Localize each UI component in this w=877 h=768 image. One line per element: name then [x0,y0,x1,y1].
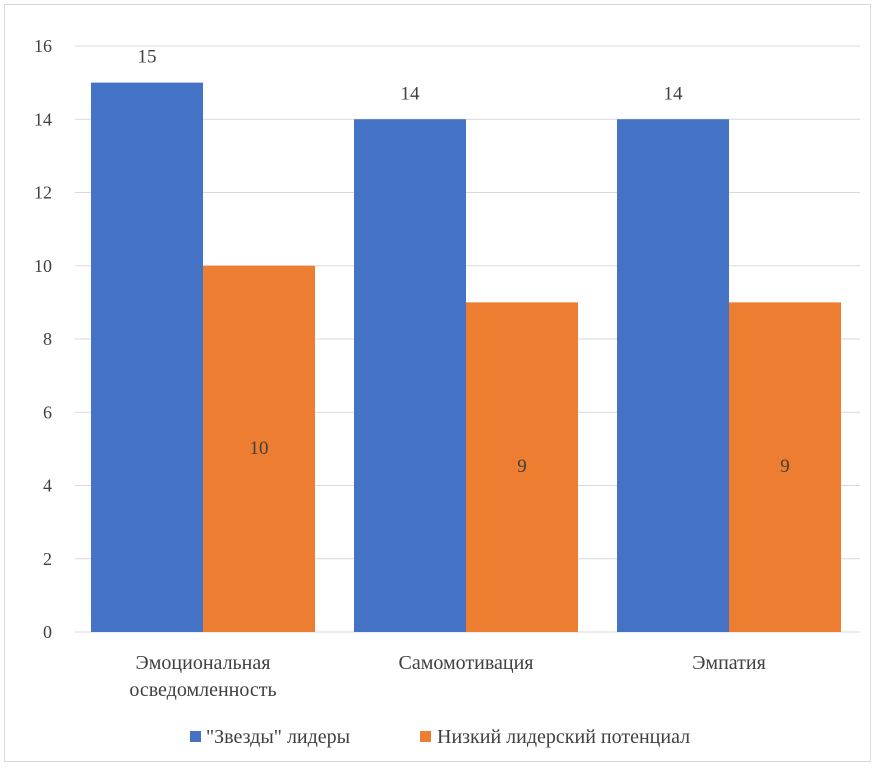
legend-label: "Звезды" лидеры [206,726,350,748]
y-tick-label: 10 [34,256,52,276]
bar-stars-2 [617,119,729,632]
legend-swatch [420,731,431,742]
bar-low-2 [729,302,841,632]
legend-label: Низкий лидерский потенциал [437,726,690,748]
bar-stars-1 [354,119,466,632]
y-tick-label: 2 [43,549,52,569]
y-tick-label: 12 [34,183,52,203]
bar-low-1 [466,302,578,632]
data-labels: 15 14 14 10 9 9 [138,47,790,478]
x-tick-label: Эмпатия [692,652,766,674]
y-tick-label: 6 [43,402,52,422]
data-label: 14 [401,83,421,104]
data-label: 9 [517,456,527,477]
data-label: 10 [250,438,269,459]
data-label: 15 [138,47,157,68]
x-tick-label: Эмоциональная осведомленность [129,652,276,701]
y-axis-ticks: 0 2 4 6 8 10 12 14 16 [34,36,52,642]
legend: "Звезды" лидеры Низкий лидерский потенциа… [190,726,690,748]
y-tick-label: 16 [34,36,52,56]
x-axis-ticks: Эмоциональная осведомленность Самомотиваци… [129,652,765,701]
y-tick-label: 14 [34,109,52,129]
bar-low-0 [203,265,315,632]
y-tick-label: 0 [43,622,52,642]
bars [91,82,841,632]
y-tick-label: 8 [43,329,52,349]
legend-swatch [190,731,201,742]
x-tick-label: Самомотивация [399,652,534,674]
data-label: 9 [780,456,790,477]
data-label: 14 [664,83,684,104]
bar-stars-0 [91,82,203,632]
y-tick-label: 4 [43,476,52,496]
